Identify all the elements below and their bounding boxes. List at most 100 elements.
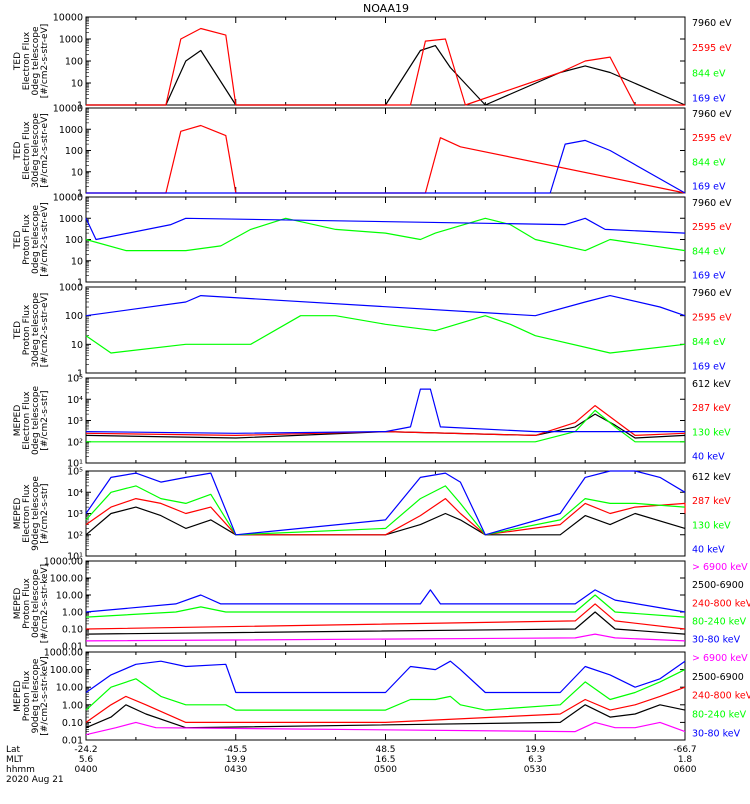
- panel-5-frame: [85, 377, 686, 464]
- panel-6-series-612-kev: [85, 506, 686, 536]
- panel-2-series-169-ev: [86, 139, 686, 194]
- panel-2-ylabel-line: [#/cm2-s-str-eV]: [40, 113, 50, 188]
- panel-8-frame: [85, 651, 686, 741]
- panel-4-legend-entry: 7960 eV: [692, 288, 732, 299]
- panel-3-ytick-label: 1000: [59, 214, 83, 225]
- footer-time-value: 0430: [224, 765, 247, 775]
- panel-3-ylabel-line: [#/cm2-s-str-eV]: [40, 202, 50, 277]
- panel-8-series-240-800-kev: [85, 686, 686, 724]
- panel-7-series-30-80-kev: [85, 589, 686, 613]
- panel-7-legend-entry: > 6900 keV: [692, 562, 748, 573]
- footer-row-label: MLT: [6, 755, 24, 765]
- panel-3-series-844-ev: [85, 217, 686, 252]
- panel-1-series-7960-ev: [86, 44, 686, 106]
- panel-1-ytick-label: 1: [77, 101, 83, 112]
- panel-1-ylabel-line: [#/cm2-s-str-eV]: [40, 24, 50, 99]
- panel-1-ylabel-line: TED: [13, 52, 23, 71]
- panel-1-ytick-label: 10000: [53, 13, 83, 24]
- panel-5-series-612-kev: [85, 413, 686, 439]
- footer-mlt-value: 6.3: [528, 755, 542, 765]
- panel-7-series--6900-kev: [85, 633, 686, 642]
- panel-6-legend-entry: 612 keV: [692, 472, 731, 483]
- footer-lat-value: -66.7: [673, 745, 696, 755]
- panel-1-ylabel-line: 0deg telescope: [31, 26, 41, 96]
- panel-6-ylabel-line: MEPED: [13, 498, 23, 530]
- panel-2-ytick-label: 10000: [53, 104, 83, 115]
- panel-5-legend-entry: 130 keV: [692, 427, 731, 438]
- footer-time-value: 0600: [674, 765, 697, 775]
- panel-5-ytick-label: 10²: [67, 437, 83, 448]
- footer-mlt-value: 5.6: [79, 755, 94, 765]
- panel-1-ytick-label: 10: [71, 79, 83, 90]
- panel-4-legend-entry: 169 eV: [692, 362, 726, 373]
- panel-1-legend-entry: 169 eV: [692, 93, 726, 104]
- panel-1-ytick-label: 1000: [59, 35, 83, 46]
- panel-8-ylabel-line: MEPED: [13, 680, 23, 712]
- panel-8-legend-entry: 2500-6900: [692, 672, 744, 683]
- figure-title: NOAA19: [363, 2, 409, 15]
- panel-4-ytick-label: 1: [77, 369, 83, 380]
- panel-5-ylabel-line: [#/cm2-s-str]: [40, 390, 50, 450]
- panel-6-legend-entry: 287 keV: [692, 496, 731, 507]
- panel-6-ytick-label: 10²: [67, 530, 83, 541]
- panel-5-ylabel-line: 0deg telescope: [31, 386, 41, 456]
- panel-2-legend-entry: 2595 eV: [692, 133, 732, 144]
- panel-7-legend-entry: 80-240 keV: [692, 617, 747, 628]
- panel-8-series-80-240-kev: [85, 669, 686, 711]
- panel-8-ytick-label: 100.00: [50, 665, 83, 676]
- panel-8-series--6900-kev: [85, 721, 686, 736]
- panel-1-legend-entry: 7960 eV: [692, 18, 732, 29]
- footer-row-label: Lat: [6, 745, 21, 755]
- footer-date: 2020 Aug 21: [6, 775, 64, 785]
- footer-mlt-value: 1.8: [678, 755, 693, 765]
- panel-7-ytick-label: 1000.00: [44, 557, 83, 568]
- footer-time-value: 0530: [524, 765, 547, 775]
- panel-2-series-2595-ev: [86, 124, 686, 194]
- panel-2-ytick-label: 100: [65, 146, 83, 157]
- panel-5-series-287-kev: [85, 405, 686, 436]
- panel-4-ytick-label: 10: [71, 340, 83, 351]
- panel-4-ytick-label: 100: [65, 311, 83, 322]
- panel-3-series-169-ev: [85, 217, 686, 241]
- panel-7-ytick-label: 100.00: [50, 574, 83, 585]
- panel-1-legend-entry: 844 eV: [692, 68, 726, 79]
- panel-8-legend-entry: > 6900 keV: [692, 653, 748, 664]
- panel-7-legend-entry: 30-80 keV: [692, 635, 741, 646]
- panel-3-ylabel-line: 0deg telescope: [31, 205, 41, 275]
- panel-5-ytick-label: 10⁵: [67, 374, 83, 385]
- footer-lat-value: 19.9: [525, 745, 545, 755]
- panel-4-ylabel-line: TED: [13, 321, 23, 340]
- panel-3-ytick-label: 100: [65, 235, 83, 246]
- panel-4-ylabel-line: 30deg telescope: [31, 292, 41, 367]
- panel-7-ytick-label: 0.01: [62, 642, 83, 653]
- panel-3-legend-entry: 7960 eV: [692, 198, 732, 209]
- panel-8-ytick-label: 10.00: [56, 683, 83, 694]
- panel-7-ytick-label: 0.10: [62, 625, 83, 636]
- panel-7-series-2500-6900: [85, 611, 686, 635]
- panel-7-ylabel-line: MEPED: [13, 588, 23, 620]
- panel-2-ytick-label: 1000: [59, 125, 83, 136]
- panel-4-ylabel-line: Proton Flux: [22, 304, 32, 355]
- panel-6-series-40-kev: [85, 470, 686, 536]
- footer-row-label: hhmm: [6, 765, 35, 775]
- panel-4-series-169-ev: [85, 295, 686, 317]
- panel-8-ytick-label: 0.01: [62, 736, 83, 747]
- panel-5-legend-entry: 40 keV: [692, 452, 725, 463]
- panel-7-ylabel-line: [#/cm2-s-str-keV]: [40, 564, 50, 643]
- panel-2-ylabel-line: Electron Flux: [22, 121, 32, 180]
- panel-7-series-80-240-kev: [85, 594, 686, 618]
- panel-3-legend-entry: 2595 eV: [692, 222, 732, 233]
- panel-6-ylabel-line: 90deg telescope: [31, 476, 41, 551]
- panel-8-series-2500-6900: [85, 704, 686, 729]
- panel-3-ytick-label: 10: [71, 256, 83, 267]
- panel-6-legend-entry: 130 keV: [692, 520, 731, 531]
- footer-time-value: 0400: [75, 765, 98, 775]
- panel-8-ytick-label: 1000.00: [44, 648, 83, 659]
- panel-3-ylabel-line: Proton Flux: [22, 214, 32, 265]
- panel-5-ylabel-line: Electron Flux: [22, 391, 32, 450]
- panel-4-ytick-label: 1000: [59, 283, 83, 294]
- panel-8-ylabel-line: [#/cm2-s-str-keV]: [40, 656, 50, 735]
- panel-3-ylabel-line: TED: [13, 230, 23, 249]
- panel-6-ytick-label: 10⁵: [67, 467, 83, 478]
